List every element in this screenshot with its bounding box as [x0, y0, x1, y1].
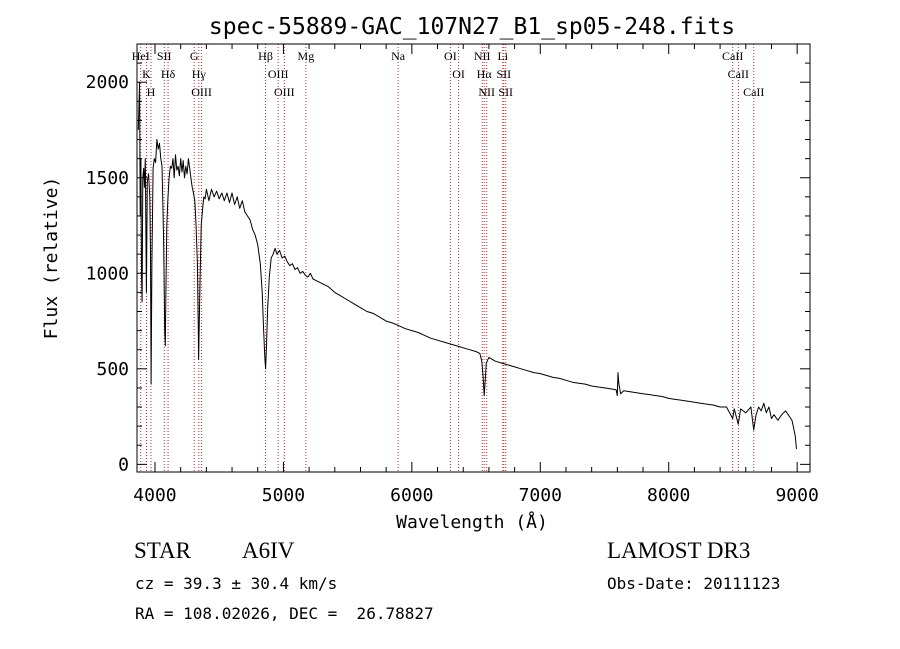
survey-name: LAMOST DR3 [607, 538, 751, 563]
line-label-21: CaII [722, 49, 743, 63]
coordinates: RA = 108.02026, DEC = 26.78827 [135, 604, 434, 623]
line-label-23: CaII [743, 85, 764, 99]
line-label-22: CaII [728, 67, 749, 81]
x-tick-label-5: 9000 [775, 485, 818, 506]
line-label-12: Na [391, 49, 406, 63]
line-label-7: OIII [191, 85, 212, 99]
line-label-9: OIII [268, 67, 289, 81]
y-axis-ticks: 0 500 1000 1500 2000 [86, 62, 810, 475]
y-tick-label-3: 1500 [86, 168, 129, 189]
line-label-10: OIII [274, 85, 295, 99]
line-label-14: OI [452, 67, 465, 81]
object-subclass: A6IV [242, 538, 295, 563]
x-axis-ticks: 4000 5000 6000 7000 8000 9000 [133, 44, 819, 506]
line-label-16: Hα [477, 67, 493, 81]
x-tick-label-0: 4000 [133, 485, 176, 506]
line-label-13: OI [444, 49, 457, 63]
chart-title: spec-55889-GAC_107N27_B1_sp05-248.fits [209, 14, 735, 40]
line-label-5: G [190, 49, 199, 63]
line-label-17: NII [478, 85, 495, 99]
line-label-19: SII [496, 67, 511, 81]
line-label-1: K [142, 67, 151, 81]
observation-date: Obs-Date: 20111123 [607, 574, 781, 593]
redshift-velocity: cz = 39.3 ± 30.4 km/s [135, 574, 338, 593]
plot-frame [136, 43, 811, 473]
line-label-18: Li [497, 49, 508, 63]
line-label-3: SII [157, 49, 172, 63]
y-tick-label-1: 500 [96, 359, 129, 380]
line-label-2: H [147, 85, 156, 99]
line-label-11: Mg [298, 49, 315, 63]
line-label-0: HeI [132, 49, 150, 63]
x-tick-label-3: 7000 [519, 485, 562, 506]
line-label-8: Hβ [258, 49, 273, 63]
spectral-line-labels: HeI KH SII Hδ G Hγ OIII Hβ OIII OIII Mg Na OI OI NII Hα… [132, 49, 765, 99]
line-label-15: NII [474, 49, 491, 63]
x-tick-label-1: 5000 [262, 485, 305, 506]
line-label-20: SII [498, 85, 513, 99]
y-tick-label-0: 0 [118, 454, 129, 475]
y-tick-label-4: 2000 [86, 72, 129, 93]
x-tick-label-4: 8000 [647, 485, 690, 506]
y-axis-label: Flux (relative) [41, 177, 62, 340]
line-label-4: Hδ [161, 67, 176, 81]
object-class: STAR [134, 538, 191, 563]
spectrum-line [137, 81, 797, 450]
x-axis-label: Wavelength (Å) [396, 511, 548, 533]
x-tick-label-2: 6000 [390, 485, 433, 506]
y-tick-label-2: 1000 [86, 263, 129, 284]
spectral-line-markers [140, 44, 755, 472]
line-label-6: Hγ [192, 67, 207, 81]
